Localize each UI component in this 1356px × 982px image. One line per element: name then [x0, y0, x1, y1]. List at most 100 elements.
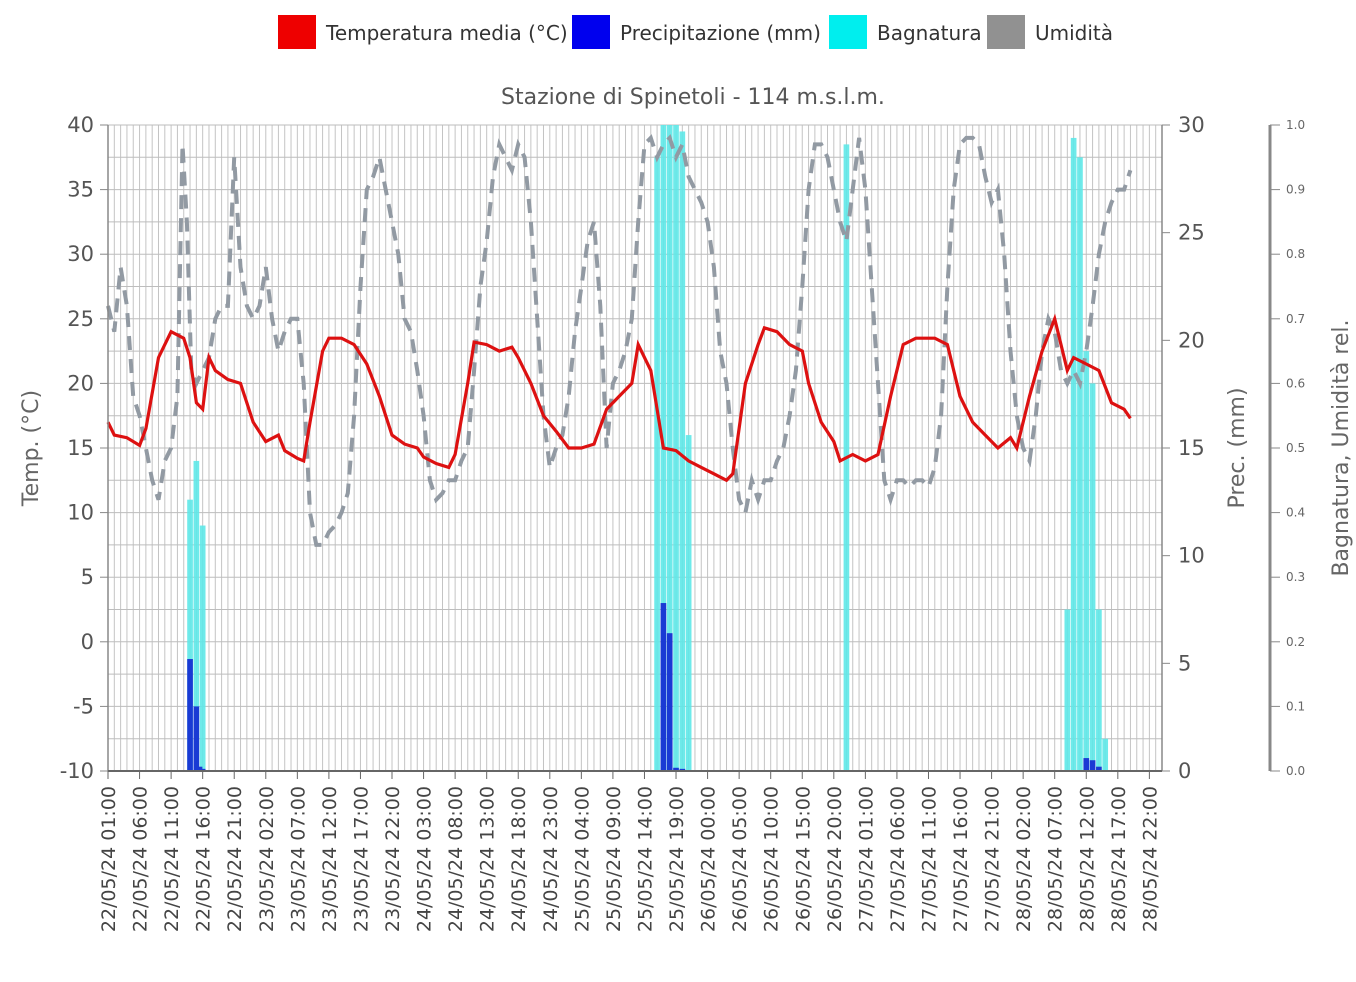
x-tick-label: 28/05/24 02:00	[1013, 786, 1035, 932]
precipitazione-bar	[1089, 760, 1096, 771]
precipitazione-bar	[196, 766, 203, 771]
x-tick-label: 24/05/24 08:00	[445, 786, 467, 932]
y-right-ratio-tick-label: 1.0	[1286, 118, 1305, 132]
y-left-tick-label: 10	[67, 501, 94, 525]
legend-label-bagnatura[interactable]: Bagnatura	[877, 21, 982, 45]
precipitazione-bar	[1096, 766, 1102, 771]
bagnatura-bar	[193, 460, 200, 771]
precipitazione-bar	[679, 768, 686, 771]
x-tick-label: 25/05/24 04:00	[571, 786, 593, 932]
bagnatura-bar	[1064, 609, 1071, 771]
legend-swatch-bagnatura[interactable]	[829, 15, 867, 49]
y-right-ratio-tick-label: 0.8	[1286, 247, 1305, 261]
y-right-ratio-tick-label: 0.1	[1286, 699, 1305, 713]
precipitazione-bar	[673, 767, 679, 771]
y-right-ratio-tick-label: 0.4	[1286, 506, 1305, 520]
y-right-ratio-tick-label: 0.3	[1286, 570, 1305, 584]
y-right-ratio-axis-title: Bagnatura, Umidità rel.	[1329, 319, 1354, 576]
bagnatura-bar	[1089, 383, 1096, 771]
x-tick-label: 22/05/24 16:00	[193, 786, 215, 932]
y-left-tick-label: -10	[60, 759, 94, 783]
precipitazione-bar	[1083, 758, 1090, 771]
x-tick-label: 28/05/24 12:00	[1076, 786, 1098, 932]
x-tick-label: 26/05/24 10:00	[761, 786, 783, 932]
bagnatura-bar	[187, 499, 193, 771]
x-tick-label: 26/05/24 15:00	[792, 786, 814, 932]
x-tick-label: 27/05/24 21:00	[982, 786, 1004, 932]
y-left-tick-label: 30	[67, 242, 94, 266]
y-left-tick-label: 0	[81, 630, 94, 654]
x-tick-label: 25/05/24 19:00	[666, 786, 688, 932]
bagnatura-bar	[654, 157, 660, 772]
y-right-ratio-tick-label: 0.5	[1286, 441, 1305, 455]
x-tick-label: 28/05/24 07:00	[1045, 786, 1067, 932]
x-tick-label: 27/05/24 11:00	[919, 786, 941, 932]
y-left-axis-title: Temp. (°C)	[19, 390, 44, 507]
precipitazione-bar	[187, 659, 193, 771]
bagnatura-bar	[1096, 609, 1102, 771]
y-right-prec-axis-title: Prec. (mm)	[1225, 387, 1250, 508]
y-right-ratio-tick-label: 0.6	[1286, 376, 1305, 390]
precipitazione-bar	[199, 768, 206, 771]
temperatura-line	[106, 313, 1132, 483]
x-tick-label: 26/05/24 00:00	[698, 786, 720, 932]
bagnatura-bar	[1102, 738, 1109, 771]
y-right-prec-tick-label: 15	[1178, 436, 1205, 460]
x-tick-label: 23/05/24 17:00	[351, 786, 373, 932]
y-right-ratio-tick-label: 0.7	[1286, 312, 1305, 326]
x-tick-label: 22/05/24 21:00	[224, 786, 246, 932]
x-tick-label: 24/05/24 13:00	[477, 786, 499, 932]
bagnatura-bar	[673, 125, 679, 771]
legend-swatch-prec[interactable]	[572, 15, 610, 49]
legend-label-prec[interactable]: Precipitazione (mm)	[620, 21, 821, 45]
x-tick-label: 24/05/24 23:00	[540, 786, 562, 932]
precipitazione-bar	[666, 633, 673, 771]
y-left-tick-label: 5	[81, 565, 94, 589]
x-tick-label: 25/05/24 14:00	[635, 786, 657, 932]
legend: Temperatura media (°C) Precipitazione (m…	[278, 15, 1113, 49]
y-right-prec-tick-label: 5	[1178, 651, 1191, 675]
precipitazione-bar	[193, 706, 200, 771]
legend-label-temp[interactable]: Temperatura media (°C)	[325, 21, 568, 45]
y-right-prec-tick-label: 30	[1178, 113, 1205, 137]
bagnatura-bar	[1083, 351, 1090, 771]
legend-label-umidita[interactable]: Umidità	[1035, 21, 1113, 45]
bagnatura-bar	[679, 131, 686, 771]
chart-title: Stazione di Spinetoli - 114 m.s.l.m.	[501, 85, 885, 110]
bagnatura-bar	[199, 525, 206, 771]
y-right-prec-tick-label: 0	[1178, 759, 1191, 783]
x-tick-label: 25/05/24 09:00	[603, 786, 625, 932]
x-tick-label: 22/05/24 01:00	[98, 786, 120, 932]
y-right-ratio-tick-label: 0.9	[1286, 183, 1305, 197]
bagnatura-bar	[1077, 157, 1083, 772]
x-tick-label: 28/05/24 17:00	[1108, 786, 1130, 932]
precipitazione-bars	[187, 603, 1102, 771]
x-tick-label: 24/05/24 03:00	[414, 786, 436, 932]
x-tick-label: 27/05/24 16:00	[950, 786, 972, 932]
y-right-prec-tick-label: 25	[1178, 221, 1205, 245]
y-left-tick-label: 25	[67, 307, 94, 331]
x-ticks: 22/05/24 01:00 22/05/24 06:00 22/05/24 11:…	[98, 771, 1161, 932]
y-right-prec-tick-label: 20	[1178, 328, 1205, 352]
x-tick-label: 23/05/24 07:00	[287, 786, 309, 932]
y-left-tick-label: 40	[67, 113, 94, 137]
y-right-ratio-ticks: 1.0 0.9 0.8 0.7 0.6 0.5 0.4 0.3 0.2 0.1 0.0	[1270, 118, 1305, 778]
x-tick-label: 23/05/24 12:00	[319, 786, 341, 932]
x-tick-label: 28/05/24 22:00	[1139, 786, 1161, 932]
x-tick-label: 27/05/24 06:00	[887, 786, 909, 932]
umidita-line	[106, 134, 1133, 547]
legend-swatch-temp[interactable]	[278, 15, 316, 49]
x-tick-label: 26/05/24 05:00	[729, 786, 751, 932]
y-left-tick-label: -5	[73, 694, 94, 718]
x-tick-label: 24/05/24 18:00	[508, 786, 530, 932]
y-left-tick-label: 15	[67, 436, 94, 460]
x-tick-label: 22/05/24 06:00	[130, 786, 152, 932]
x-tick-label: 27/05/24 01:00	[855, 786, 877, 932]
grid-horizontal	[108, 124, 1162, 772]
y-left-tick-label: 20	[67, 371, 94, 395]
legend-swatch-umidita[interactable]	[987, 15, 1025, 49]
y-right-ratio-tick-label: 0.2	[1286, 635, 1305, 649]
y-right-prec-tick-label: 10	[1178, 544, 1205, 568]
